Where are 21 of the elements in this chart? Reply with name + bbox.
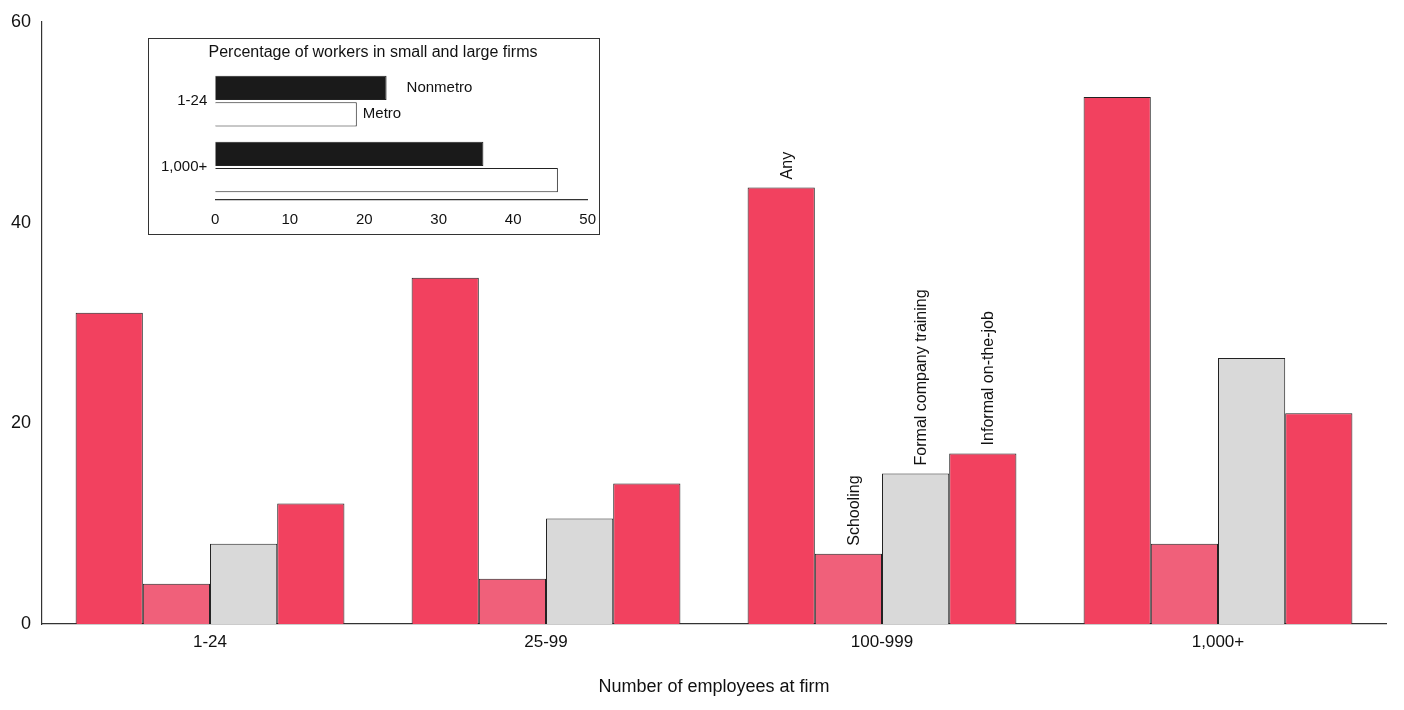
series-label: Metro [362, 104, 402, 122]
x-tick-label: 30 [430, 210, 448, 228]
text: Schooling [844, 475, 862, 546]
x-tick-label: 25-99 [524, 631, 568, 651]
x-axis-title: Number of employees at firm [598, 676, 830, 697]
x-tick-label: 1-24 [193, 631, 228, 651]
y-tick-label: 0 [21, 612, 32, 633]
y-tick-label: 60 [10, 10, 32, 31]
x-tick-label: 20 [355, 210, 373, 228]
x-tick-label: 10 [281, 210, 299, 228]
x-tick-label: 40 [504, 210, 522, 228]
x-tick-label: 1,000+ [1191, 631, 1245, 651]
chart-title: Percentage of workers in small and large firms [208, 43, 538, 61]
text: Formal company training [912, 289, 930, 466]
text: Informal on-the-job [979, 310, 997, 446]
x-tick-label: 0 [211, 210, 220, 228]
text: Any [777, 151, 795, 180]
y-tick-label: 20 [10, 412, 32, 433]
x-tick-label: 50 [579, 210, 596, 228]
x-tick-label: 100-999 [850, 631, 914, 651]
series-label: Nonmetro [406, 78, 473, 96]
